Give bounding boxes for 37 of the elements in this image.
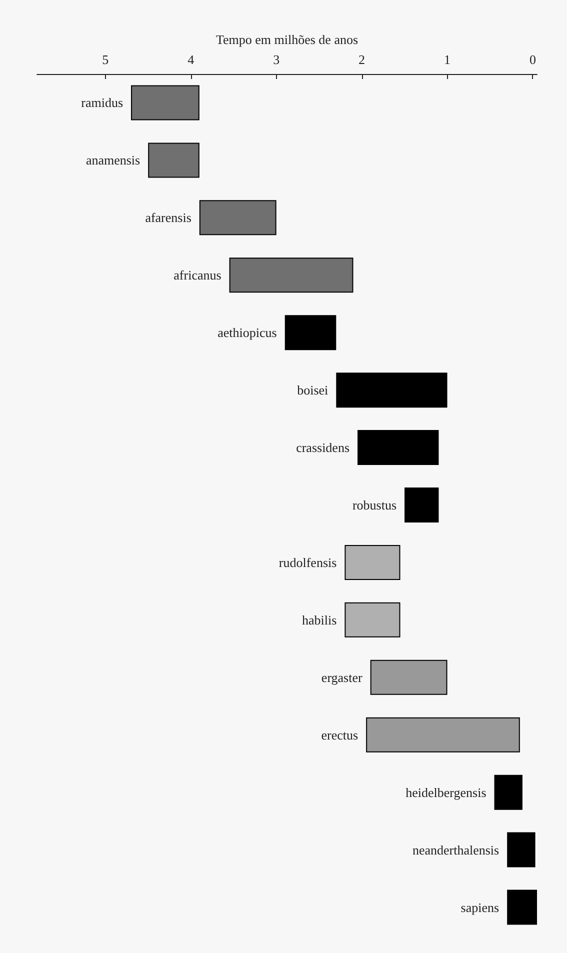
bar xyxy=(199,200,276,236)
bar xyxy=(336,372,448,408)
bar xyxy=(131,85,200,120)
y-tick-label: crassidens xyxy=(296,440,350,456)
y-tick-label: aethiopicus xyxy=(218,325,277,340)
bar xyxy=(229,258,354,293)
bar xyxy=(366,717,520,752)
y-tick-label: habilis xyxy=(302,612,337,628)
y-tick-label: heidelbergensis xyxy=(406,784,486,800)
bar xyxy=(344,602,400,638)
x-axis-title: Tempo em milhões de anos xyxy=(216,32,358,47)
y-tick-label: neanderthalensis xyxy=(412,842,500,858)
bar xyxy=(148,142,200,178)
y-tick-label: ergaster xyxy=(321,670,363,685)
x-tick-label: 3 xyxy=(273,52,280,67)
x-tick-label: 5 xyxy=(102,52,109,67)
bar xyxy=(507,832,536,868)
y-tick-label: boisei xyxy=(297,382,329,398)
x-tick-label: 2 xyxy=(358,52,366,67)
bar xyxy=(494,774,522,810)
y-tick-label: sapiens xyxy=(460,900,500,915)
y-tick-label: robustus xyxy=(352,498,397,512)
x-tick-label: 4 xyxy=(188,52,195,67)
y-tick-label: rudolfensis xyxy=(278,554,337,570)
bar xyxy=(507,890,537,925)
y-tick-label: anamensis xyxy=(86,152,140,168)
bar xyxy=(370,660,448,695)
y-tick-label: erectus xyxy=(321,727,358,742)
bar xyxy=(344,544,400,580)
y-tick-label: ramidus xyxy=(81,95,124,110)
y-tick-label: africanus xyxy=(174,268,222,283)
bar xyxy=(404,488,439,522)
bar xyxy=(358,430,439,466)
y-tick-label: afarensis xyxy=(145,210,192,226)
x-tick-label: 0 xyxy=(529,52,536,67)
x-tick-label: 1 xyxy=(444,52,451,67)
bar xyxy=(284,315,336,350)
